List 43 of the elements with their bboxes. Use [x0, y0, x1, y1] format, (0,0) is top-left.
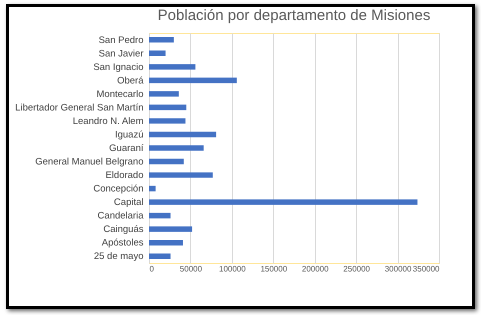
bar [149, 240, 183, 246]
bar [149, 172, 213, 178]
bar [149, 158, 184, 164]
bar [149, 199, 418, 205]
x-tick-label: 0 [150, 264, 154, 274]
bar [149, 145, 204, 151]
y-tick-label: Candelaria [98, 210, 144, 222]
x-tick-label: 150000 [260, 264, 288, 274]
y-tick-label: Capital [114, 197, 144, 208]
bar [149, 253, 171, 259]
y-tick-label: San Pedro [98, 34, 144, 46]
y-tick-label: Montecarlo [96, 88, 144, 100]
bar [149, 37, 174, 43]
y-tick-label: Oberá [117, 75, 144, 86]
bar [149, 104, 186, 110]
y-tick-label: Libertador General San Martín [15, 102, 144, 114]
bar [149, 64, 196, 70]
x-tick-label: 100000 [219, 264, 246, 274]
bar [149, 226, 192, 232]
bar [149, 118, 186, 124]
bar [149, 212, 171, 218]
bar [149, 186, 156, 192]
bar [149, 50, 166, 56]
y-tick-label: Guaraní [109, 143, 144, 154]
x-tick-label: 300000 [384, 264, 412, 274]
x-tick-label: 50000 [180, 264, 203, 274]
y-tick-label: General Manuel Belgrano [35, 156, 144, 168]
x-tick-label: 350000 [412, 264, 440, 274]
y-tick-label: Cainguás [103, 224, 144, 236]
chart-title: Población por departamento de Misiones [158, 7, 430, 24]
y-tick-label: 25 de mayo [94, 251, 144, 262]
y-tick-label: Apóstoles [102, 238, 144, 249]
y-tick-label: Eldorado [105, 170, 144, 182]
x-tick-label: 250000 [343, 264, 371, 274]
x-tick-label: 200000 [302, 264, 330, 274]
bar [149, 78, 237, 84]
y-tick-label: Leandro N. Alem [72, 116, 144, 127]
y-tick-label: San Javier [98, 48, 144, 60]
y-tick-label: Concepción [93, 184, 144, 195]
bar [149, 132, 216, 138]
y-tick-label: Iguazú [114, 129, 144, 140]
y-tick-label: San Ignacio [93, 62, 144, 73]
bar [149, 91, 179, 97]
